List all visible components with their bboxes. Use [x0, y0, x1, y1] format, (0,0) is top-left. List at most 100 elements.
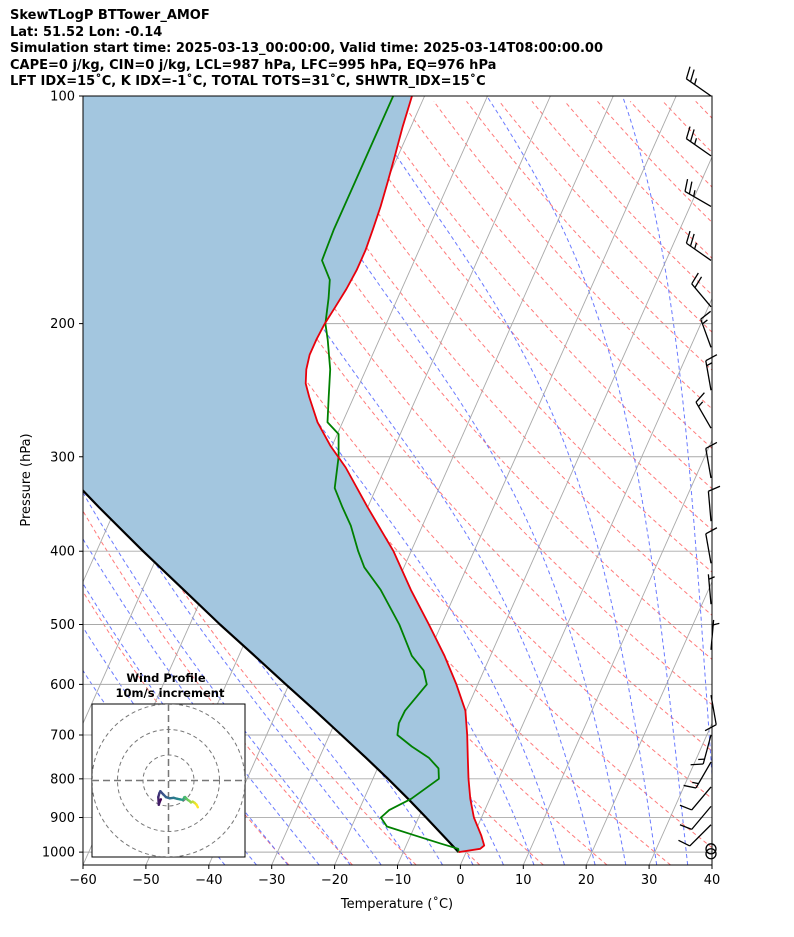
barb-half-flag	[698, 401, 704, 407]
wind-barb	[704, 695, 717, 732]
barb-flag	[695, 392, 705, 403]
barb-staff	[691, 805, 712, 830]
barb-staff	[705, 533, 712, 564]
barb-flag	[685, 126, 691, 139]
hodograph-segment	[157, 795, 161, 806]
temperature-line	[304, 96, 486, 853]
wind-barb	[691, 272, 712, 308]
y-tick-label: 100	[50, 90, 75, 105]
cape-line: CAPE=0 j/kg, CIN=0 j/kg, LCL=987 hPa, LF…	[10, 57, 497, 73]
barb-half-flag	[693, 78, 698, 85]
x-tick-label: −10	[384, 873, 411, 888]
isotherm-line	[208, 96, 551, 865]
x-tick-label: 0	[456, 873, 464, 888]
isotherm-line	[585, 580, 712, 865]
chart-title: SkewTLogP BTTower_AMOF	[10, 8, 210, 23]
barb-flag	[708, 485, 721, 492]
y-tick-label: 900	[50, 811, 75, 826]
barb-flag	[685, 66, 691, 79]
wind-barb	[685, 66, 712, 97]
barb-flag	[689, 129, 695, 142]
dry-adiabat	[597, 100, 712, 224]
barb-half-flag	[706, 362, 713, 367]
barb-flag	[690, 763, 704, 766]
moist-adiabat	[83, 626, 257, 865]
barb-flag	[694, 276, 703, 288]
wind-barb	[700, 310, 712, 348]
wind-barb	[679, 805, 712, 830]
barb-staff	[691, 786, 712, 811]
isotherm-line	[522, 439, 712, 865]
shaded-area	[83, 96, 485, 853]
dry-adiabat	[498, 100, 712, 333]
x-tick-label: −60	[69, 873, 96, 888]
wind-barb	[683, 761, 712, 789]
wind-profile-inset: Wind Profile 10m/s increment	[91, 671, 246, 858]
inset-title: Wind Profile	[126, 671, 206, 685]
dry-adiabat	[531, 100, 712, 296]
y-tick-label: 700	[50, 728, 75, 743]
x-tick-label: 40	[704, 873, 721, 888]
moist-adiabat	[83, 191, 504, 865]
moist-adiabat	[622, 96, 712, 781]
location-line: Lat: 51.52 Lon: -0.14	[10, 24, 163, 40]
time-line: Simulation start time: 2025-03-13_00:00:…	[10, 41, 603, 56]
inset-subtitle: 10m/s increment	[116, 686, 225, 700]
x-tick-label: −50	[132, 873, 159, 888]
x-tick-label: 20	[578, 873, 595, 888]
wind-barb	[679, 786, 712, 811]
barb-half-flag	[693, 190, 696, 197]
dry-adiabat	[302, 101, 712, 573]
y-tick-label: 800	[50, 772, 75, 787]
isotherm-line	[459, 297, 712, 865]
wind-barb	[678, 824, 712, 847]
wind-barbs	[678, 66, 721, 860]
barb-flag	[704, 724, 717, 732]
barb-flag	[705, 527, 718, 535]
barb-flag	[705, 441, 718, 449]
y-tick-label: 1000	[42, 846, 75, 861]
wind-barb	[690, 734, 712, 766]
barb-half-flag	[693, 242, 698, 250]
y-axis-label: Pressure (hPa)	[19, 433, 34, 526]
x-tick-label: 30	[641, 873, 658, 888]
chart-title-block: SkewTLogP BTTower_AMOF Lat: 51.52 Lon: -…	[10, 8, 790, 91]
barb-staff	[707, 491, 712, 522]
y-tick-label: 600	[50, 678, 75, 693]
wind-barb	[707, 574, 715, 605]
data-series	[83, 96, 486, 853]
y-tick-label: 200	[50, 317, 75, 332]
x-axis-label: Temperature (˚C)	[340, 896, 453, 912]
barb-flag	[689, 69, 695, 82]
y-tick-label: 300	[50, 450, 75, 465]
barb-flag	[684, 178, 689, 192]
barb-half-flag	[693, 138, 698, 145]
barb-flag	[678, 839, 691, 847]
barb-half-flag	[708, 576, 715, 580]
inset-content	[92, 704, 245, 857]
wind-barb	[705, 441, 718, 479]
moist-adiabat	[83, 582, 289, 865]
barb-flag	[679, 824, 692, 830]
barb-staff	[705, 448, 712, 479]
dewpoint-line	[321, 96, 460, 853]
wind-barb	[685, 126, 712, 157]
isotherm-line	[648, 722, 712, 865]
x-tick-label: −30	[258, 873, 285, 888]
isotherm-line	[711, 863, 712, 865]
barb-flag	[685, 230, 691, 244]
barb-flag	[683, 784, 697, 789]
barb-flag	[700, 310, 712, 320]
y-tick-label: 500	[50, 618, 75, 633]
wind-barb	[710, 619, 720, 650]
moist-adiabat	[83, 100, 535, 865]
barb-staff	[700, 318, 712, 348]
dry-adiabat	[564, 100, 712, 259]
parcel-line	[83, 489, 460, 853]
dry-adiabat	[761, 101, 794, 865]
dry-adiabat	[138, 101, 712, 800]
dry-adiabat	[171, 101, 712, 752]
wind-barb	[685, 230, 712, 261]
calm-wind-circle	[705, 848, 717, 860]
isotherm-line	[271, 96, 614, 865]
